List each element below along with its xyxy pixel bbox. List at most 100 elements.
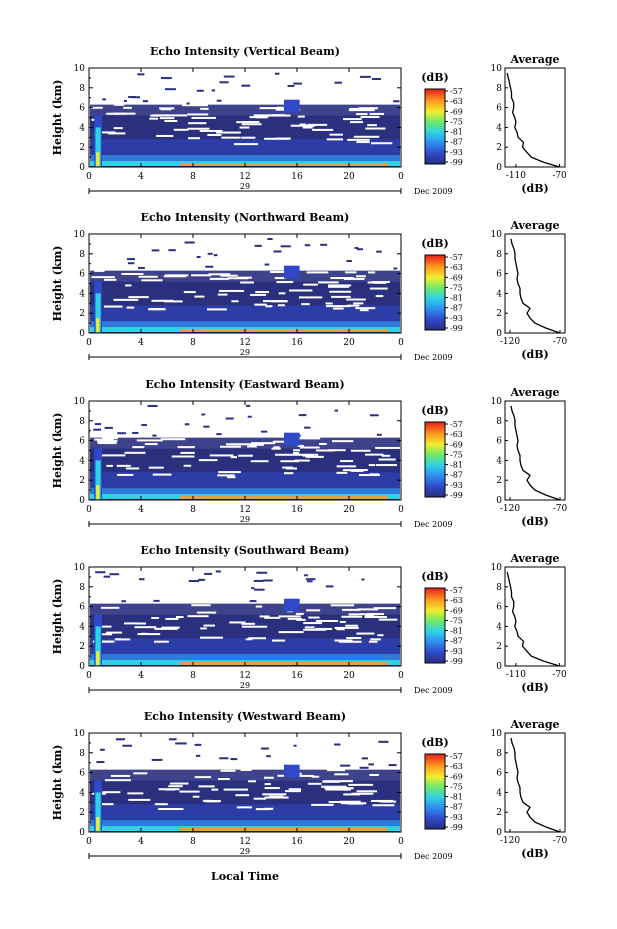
echo-gap xyxy=(124,451,146,454)
echo-speck xyxy=(109,573,120,576)
echo-gap xyxy=(123,106,132,109)
echo-gap xyxy=(356,632,375,635)
avg-y-tick-label: 0 xyxy=(496,828,502,838)
echo-gap xyxy=(349,121,364,124)
avg-y-tick-label: 6 xyxy=(496,104,502,114)
echo-gap xyxy=(223,788,249,791)
echo-gap xyxy=(340,460,354,463)
echo-gap xyxy=(358,613,378,616)
echo-gap xyxy=(255,291,269,294)
echo-gap xyxy=(381,454,391,457)
echo-gap xyxy=(240,281,254,284)
echo-plume-peak xyxy=(96,152,100,167)
echo-gap xyxy=(358,474,380,477)
echo-speck xyxy=(204,572,213,575)
echo-speck xyxy=(123,99,127,102)
echo-gap xyxy=(94,269,105,272)
echo-speck xyxy=(164,88,176,91)
avg-title: Average xyxy=(509,53,559,66)
panel-title: Echo Intensity (Westward Beam) xyxy=(144,710,346,723)
echo-gap xyxy=(264,616,281,619)
echo-gap xyxy=(250,460,269,463)
echo-gap xyxy=(342,788,350,791)
y-tick-label: 10 xyxy=(74,64,86,74)
echo-gap xyxy=(306,271,329,274)
echo-gap xyxy=(356,141,370,144)
colorbar-tick-label: -99 xyxy=(450,158,463,167)
colorbar-tick-label: -63 xyxy=(450,97,463,106)
colorbar-tick-label: -93 xyxy=(450,481,463,490)
colorbar-tick-label: -63 xyxy=(450,263,463,272)
echo-gap xyxy=(250,442,276,445)
echo-gap xyxy=(326,138,344,141)
avg-y-tick-label: 10 xyxy=(491,64,503,74)
echo-gap xyxy=(347,304,360,307)
echo-gap xyxy=(325,302,333,305)
colorbar-tick-label: -69 xyxy=(450,606,463,615)
avg-x-tick-label: -110 xyxy=(506,670,526,680)
echo-speck xyxy=(142,100,149,103)
panel-title: Echo Intensity (Southward Beam) xyxy=(141,544,350,557)
echo-speck xyxy=(304,426,311,429)
echo-gap xyxy=(91,276,115,279)
echo-speck xyxy=(241,84,251,87)
echo-gap xyxy=(264,787,280,790)
echo-speck xyxy=(216,99,222,102)
echo-gap xyxy=(101,625,112,628)
echo-gap xyxy=(98,131,116,134)
colorbar-unit: (dB) xyxy=(421,736,448,749)
avg-y-tick-label: 4 xyxy=(496,289,502,299)
colorbar-tick-label: -87 xyxy=(450,138,463,147)
x-tick-label: 12 xyxy=(239,505,250,515)
echo-gap xyxy=(282,466,294,469)
echo-speck xyxy=(263,579,273,582)
echo-gap xyxy=(96,633,113,636)
colorbar-tick-label: -75 xyxy=(450,616,463,625)
avg-x-tick-label: -70 xyxy=(553,504,568,514)
echo-speck xyxy=(94,423,102,426)
echo-gap xyxy=(169,782,189,785)
echo-band-orange xyxy=(180,163,388,167)
echo-speck xyxy=(223,75,235,78)
echo-patch xyxy=(284,432,300,446)
echo-speck xyxy=(188,580,200,583)
x-tick-label: 20 xyxy=(343,837,355,847)
avg-y-tick-label: 2 xyxy=(496,143,502,153)
echo-band-blue xyxy=(90,472,400,489)
echo-speck xyxy=(122,744,132,747)
y-tick-label: 4 xyxy=(79,289,85,299)
echo-gap xyxy=(97,442,117,445)
colorbar-unit: (dB) xyxy=(421,71,448,84)
colorbar-tick-label: -81 xyxy=(450,128,463,137)
echo-gap xyxy=(168,785,183,788)
echo-speck xyxy=(346,259,352,262)
echo-gap xyxy=(164,300,183,303)
x-tick-label: 16 xyxy=(291,837,303,847)
echo-gap xyxy=(96,803,114,806)
echo-gap xyxy=(355,307,376,310)
echo-speck xyxy=(361,578,365,581)
x-tick-label: 0 xyxy=(86,338,92,348)
echo-gap xyxy=(328,284,352,287)
echo-gap xyxy=(128,798,151,801)
echo-gap xyxy=(121,272,144,275)
echo-gap xyxy=(175,616,184,619)
echo-band-orange xyxy=(180,828,388,832)
echo-speck xyxy=(132,431,139,434)
echo-gap xyxy=(329,290,352,293)
echo-gap xyxy=(241,622,255,625)
echo-gap xyxy=(330,277,352,280)
x-tick-label: 8 xyxy=(190,671,196,681)
echo-speck xyxy=(306,580,313,583)
avg-y-tick-label: 6 xyxy=(496,603,502,613)
colorbar-tick-label: -75 xyxy=(450,782,463,791)
avg-y-tick-label: 6 xyxy=(496,769,502,779)
y-tick-label: 2 xyxy=(79,808,85,818)
avg-y-tick-label: 4 xyxy=(496,456,502,466)
echo-gap xyxy=(203,624,216,627)
day-label: 29 xyxy=(240,348,250,357)
echo-gap xyxy=(264,796,289,799)
echo-speck xyxy=(127,262,135,265)
x-tick-label: 0 xyxy=(86,505,92,515)
colorbar-tick-label: -57 xyxy=(450,420,463,429)
